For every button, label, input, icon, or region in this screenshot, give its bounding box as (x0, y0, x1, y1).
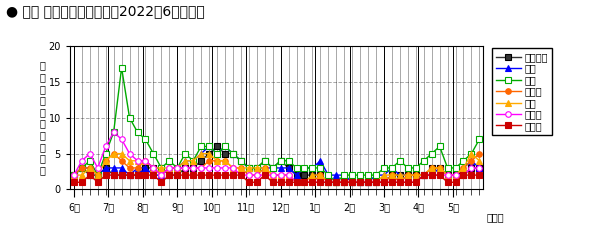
今治 (325, 174, 332, 176)
宇和島 (475, 174, 483, 176)
宇和島 (110, 174, 117, 176)
中予 (475, 159, 483, 162)
宇和島 (452, 181, 459, 184)
宇和島 (340, 181, 348, 184)
Line: 八幡浜: 八幡浜 (71, 129, 482, 185)
Y-axis label: 定
点
当
た
り
患
者
報
告
数: 定 点 当 た り 患 者 報 告 数 (40, 61, 46, 175)
八幡浜 (221, 167, 229, 169)
西条 (293, 174, 300, 176)
中予 (269, 174, 276, 176)
Line: 松山市: 松山市 (71, 151, 482, 185)
中予 (333, 181, 340, 184)
四国中央 (102, 167, 109, 169)
四国中央 (333, 181, 340, 184)
Line: 西条: 西条 (71, 144, 482, 185)
四国中央 (269, 167, 276, 169)
中予 (221, 159, 229, 162)
Text: （週）: （週） (486, 212, 504, 222)
Text: ● 県内 保健所別発生動向（2022年6月以降）: ● 県内 保健所別発生動向（2022年6月以降） (6, 5, 205, 19)
八幡浜 (110, 131, 117, 134)
今治 (118, 66, 125, 69)
Legend: 四国中央, 西条, 今治, 松山市, 中予, 八幡浜, 宇和島: 四国中央, 西条, 今治, 松山市, 中予, 八幡浜, 宇和島 (492, 48, 552, 135)
西条 (475, 167, 483, 169)
四国中央 (221, 152, 229, 155)
八幡浜 (102, 145, 109, 148)
八幡浜 (475, 167, 483, 169)
中予 (348, 181, 356, 184)
宇和島 (71, 181, 78, 184)
松山市 (269, 174, 276, 176)
四国中央 (325, 181, 332, 184)
松山市 (333, 181, 340, 184)
今治 (102, 152, 109, 155)
今治 (333, 181, 340, 184)
中予 (293, 181, 300, 184)
今治 (348, 174, 356, 176)
宇和島 (221, 174, 229, 176)
今治 (71, 174, 78, 176)
今治 (269, 167, 276, 169)
松山市 (301, 181, 308, 184)
Line: 四国中央: 四国中央 (71, 144, 482, 185)
今治 (221, 145, 229, 148)
西条 (348, 181, 356, 184)
松山市 (293, 181, 300, 184)
松山市 (71, 174, 78, 176)
中予 (71, 174, 78, 176)
西条 (221, 145, 229, 148)
八幡浜 (71, 174, 78, 176)
中予 (102, 159, 109, 162)
松山市 (110, 152, 117, 155)
西条 (325, 174, 332, 176)
西条 (269, 167, 276, 169)
中予 (301, 181, 308, 184)
宇和島 (86, 174, 94, 176)
八幡浜 (301, 181, 308, 184)
西条 (206, 145, 213, 148)
Line: 宇和島: 宇和島 (71, 172, 482, 185)
松山市 (475, 152, 483, 155)
宇和島 (325, 181, 332, 184)
四国中央 (71, 174, 78, 176)
西条 (102, 167, 109, 169)
西条 (71, 174, 78, 176)
八幡浜 (269, 174, 276, 176)
松山市 (348, 181, 356, 184)
四国中央 (293, 174, 300, 176)
四国中央 (213, 145, 221, 148)
西条 (340, 174, 348, 176)
松山市 (221, 159, 229, 162)
今治 (475, 138, 483, 141)
今治 (293, 167, 300, 169)
四国中央 (475, 167, 483, 169)
宇和島 (269, 181, 276, 184)
中予 (110, 152, 117, 155)
四国中央 (348, 181, 356, 184)
八幡浜 (333, 181, 340, 184)
八幡浜 (348, 181, 356, 184)
八幡浜 (293, 181, 300, 184)
松山市 (102, 159, 109, 162)
Line: 今治: 今治 (71, 65, 482, 185)
Line: 中予: 中予 (71, 151, 482, 185)
